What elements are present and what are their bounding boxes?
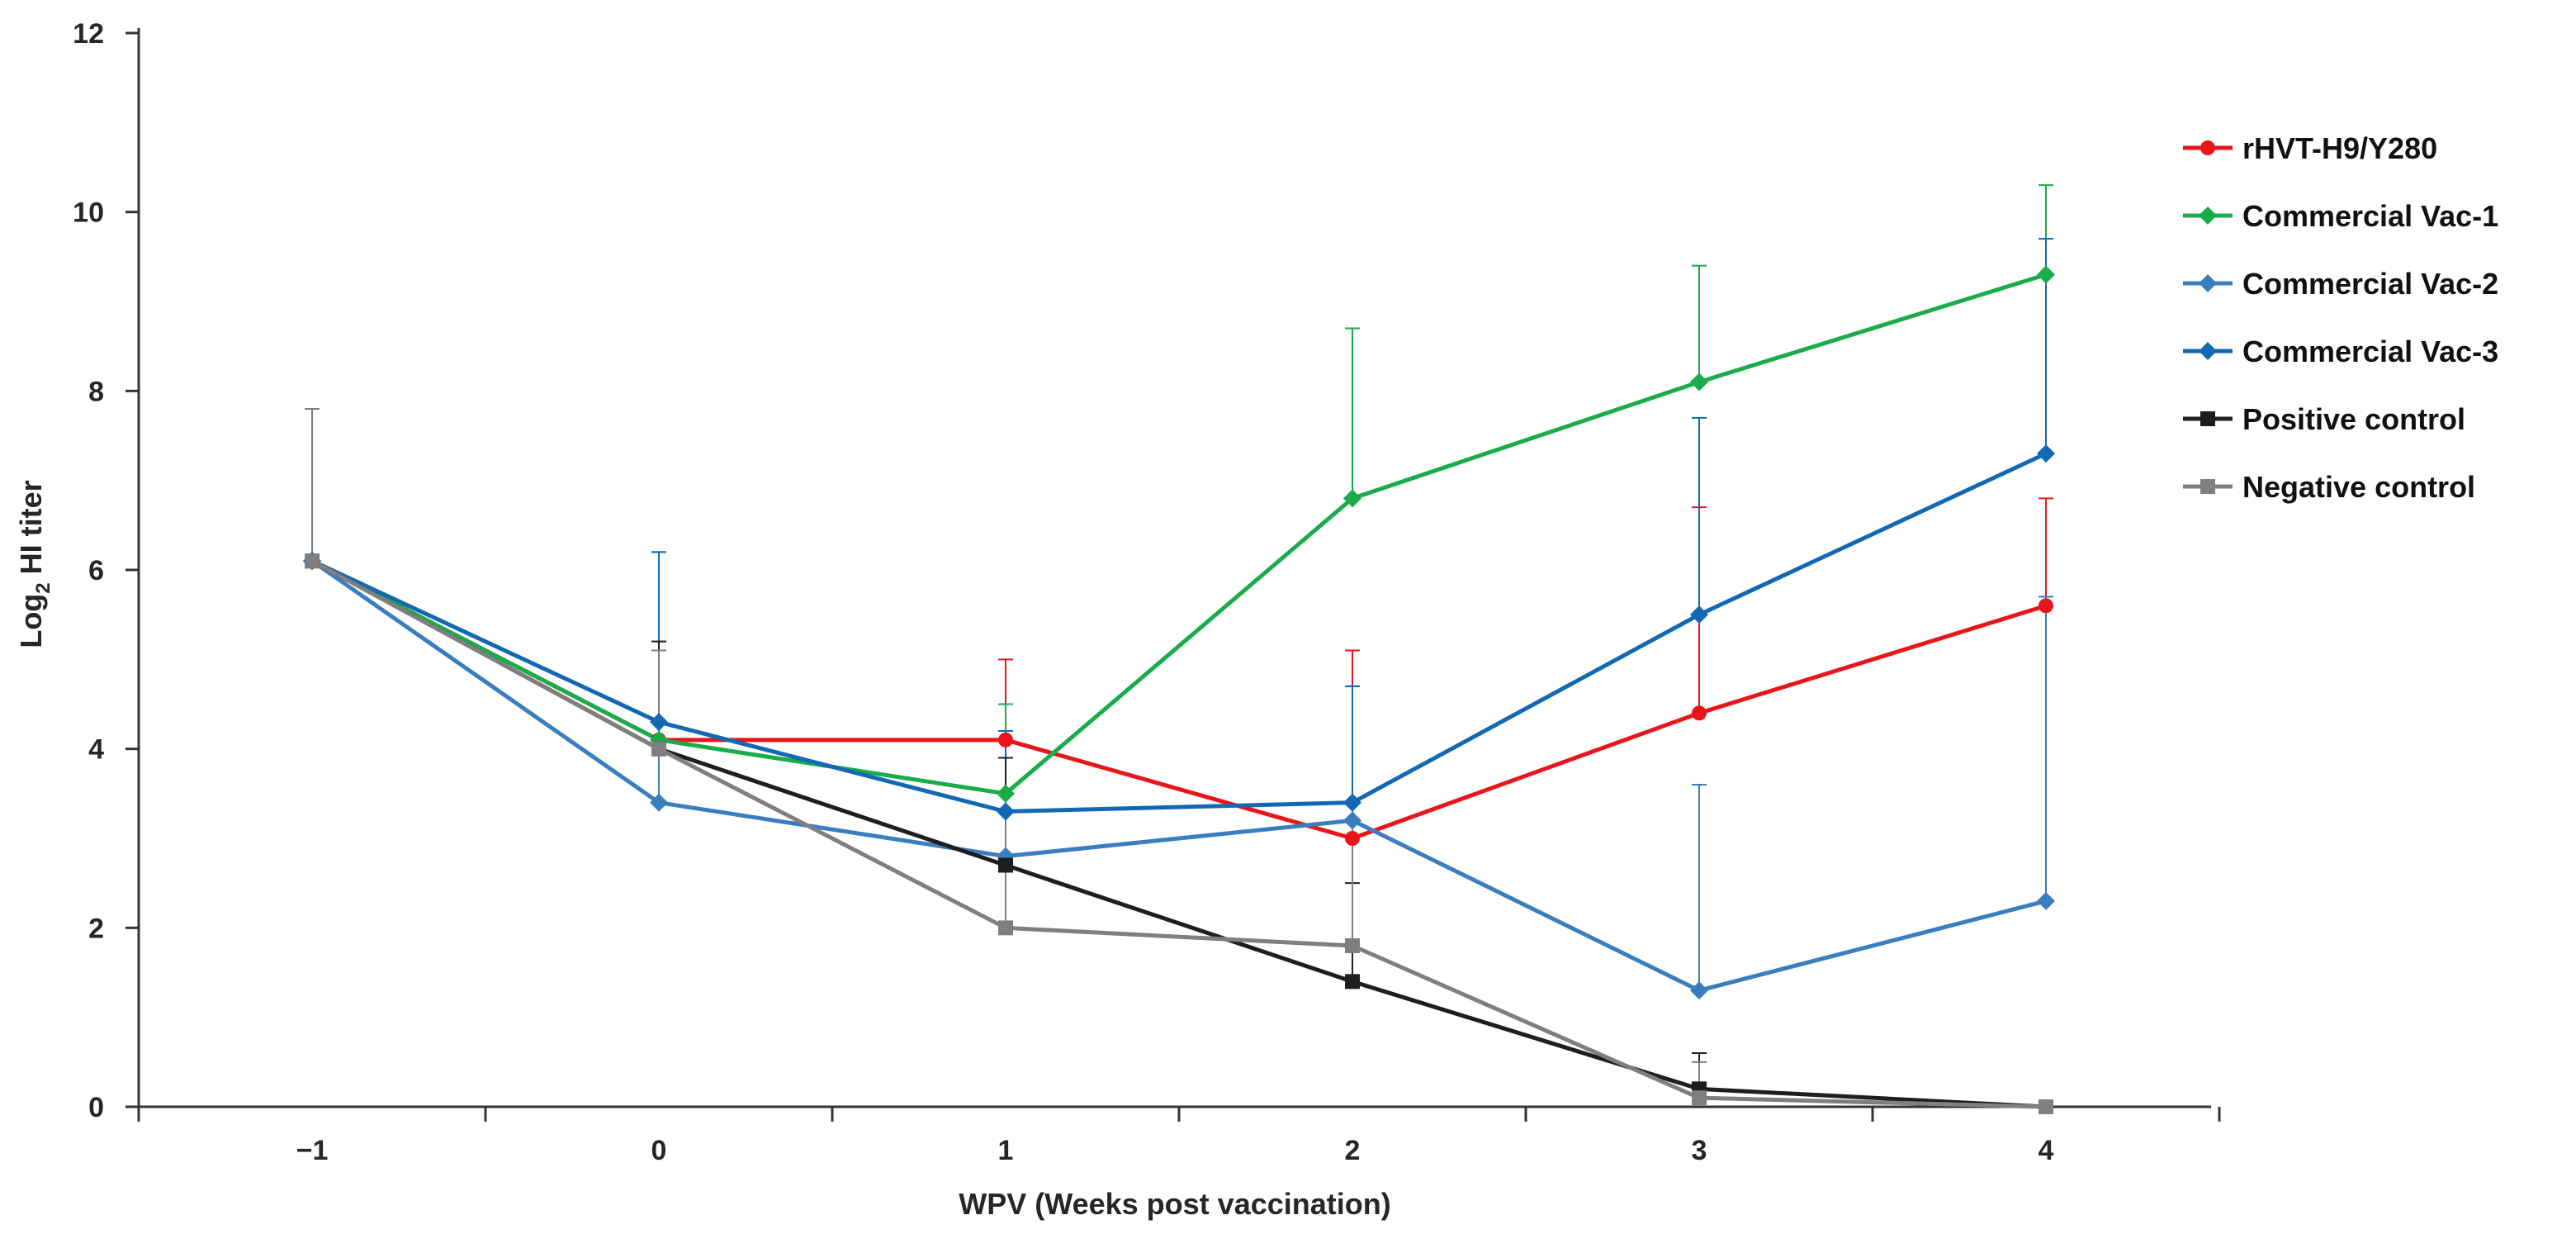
series-line — [310, 559, 2047, 993]
data-point — [650, 713, 668, 732]
y-tick-label: 4 — [88, 734, 104, 766]
data-point — [1690, 373, 1708, 392]
data-point — [2039, 1099, 2053, 1114]
data-point — [997, 802, 1015, 821]
y-tick-label: 2 — [88, 913, 104, 944]
x-axis-title: WPV (Weeks post vaccination) — [959, 1187, 1390, 1221]
data-point — [1345, 831, 1360, 846]
data-point — [650, 793, 668, 812]
data-point — [651, 741, 666, 757]
legend-label: Negative control — [2242, 470, 2475, 504]
y-axis-title-main: Log — [14, 594, 48, 648]
data-point — [1343, 811, 1361, 830]
legend-label: Commercial Vac-3 — [2242, 335, 2498, 368]
data-markers — [303, 265, 2055, 1114]
legend-label: Positive control — [2242, 402, 2465, 436]
data-point — [1343, 793, 1361, 812]
legend-label: Commercial Vac-1 — [2242, 199, 2498, 233]
y-axis-title-rest: HI titer — [14, 480, 48, 582]
data-point — [1690, 605, 1708, 624]
legend-marker — [2199, 206, 2217, 225]
legend-label: Commercial Vac-2 — [2242, 267, 2498, 301]
series-line — [310, 451, 2048, 814]
data-point — [1690, 981, 1708, 1000]
data-point — [998, 920, 1013, 936]
y-tick-label: 6 — [88, 555, 104, 586]
x-tick-label: 3 — [1692, 1135, 1707, 1166]
data-point — [1692, 1090, 1707, 1106]
legend-label: rHVT-H9/Y280 — [2242, 131, 2437, 165]
series-lines — [310, 273, 2048, 1109]
legend-marker — [2199, 342, 2217, 360]
x-tick-label: 2 — [1345, 1135, 1361, 1166]
error-bars — [305, 184, 2053, 1099]
legend-marker — [2199, 274, 2217, 292]
y-tick-label: 8 — [88, 376, 104, 407]
series-line — [310, 558, 2047, 1109]
data-point — [305, 553, 320, 569]
data-point — [2037, 891, 2055, 910]
data-point — [1345, 938, 1360, 953]
legend-marker — [2200, 140, 2215, 155]
data-point — [998, 857, 1013, 873]
y-tick-label: 12 — [73, 18, 104, 50]
data-point — [1343, 489, 1361, 508]
data-point — [1692, 705, 1707, 721]
data-point — [2039, 598, 2053, 614]
legend-marker — [2200, 479, 2215, 494]
x-tick-label: 4 — [2039, 1135, 2054, 1166]
y-axis-title: Log2 HI titer — [14, 480, 54, 648]
data-point — [998, 732, 1013, 748]
x-tick-label: 0 — [651, 1135, 667, 1166]
x-tick-label: −1 — [296, 1135, 329, 1166]
y-tick-label: 10 — [73, 197, 104, 229]
data-point — [997, 784, 1015, 803]
data-point — [2037, 265, 2055, 284]
x-tick-label: 1 — [998, 1135, 1014, 1166]
series-line — [310, 558, 2047, 1109]
data-point — [2037, 444, 2055, 463]
y-axis-title-subscript: 2 — [32, 582, 54, 593]
y-tick-label: 0 — [88, 1092, 104, 1123]
data-point — [1345, 974, 1360, 990]
legend: rHVT-H9/Y280 Commercial Vac-1 Commercial V… — [2183, 131, 2498, 504]
legend-marker — [2200, 411, 2215, 426]
series-line — [310, 273, 2047, 796]
